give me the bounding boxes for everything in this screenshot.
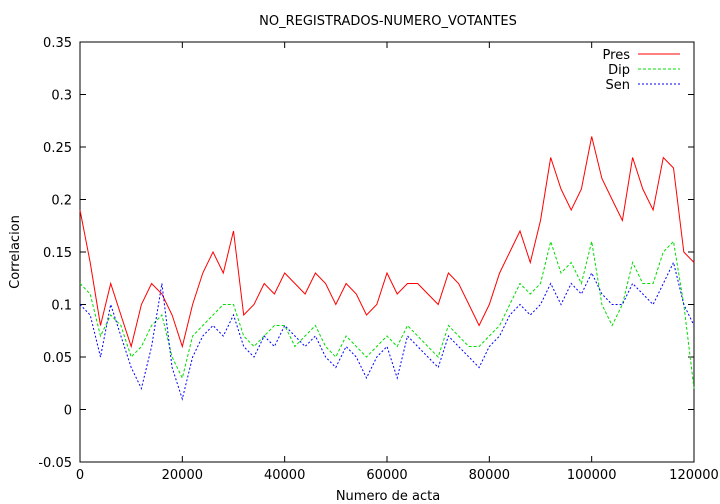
correlation-line-chart: NO_REGISTRADOS-NUMERO_VOTANTES 0 20000 400… [0, 0, 720, 504]
y-tick-label: 0.05 [43, 351, 72, 366]
y-tick-label: 0 [64, 404, 72, 419]
plot-frame [80, 42, 694, 462]
x-tick-label: 0 [76, 468, 84, 483]
chart-title: NO_REGISTRADOS-NUMERO_VOTANTES [259, 14, 517, 29]
y-axis-label: Correlacion [8, 215, 23, 289]
series-layer [80, 137, 694, 400]
series-line-sen [80, 263, 694, 400]
y-tick-label: 0.1 [51, 299, 72, 314]
x-tick-label: 20000 [162, 468, 203, 483]
x-axis-label: Numero de acta [336, 489, 440, 504]
y-tick-label: 0.2 [51, 194, 72, 209]
legend-label: Pres [603, 48, 631, 63]
y-tick-label: 0.15 [43, 246, 72, 261]
legend-label: Sen [606, 78, 631, 93]
x-tick-label: 120000 [669, 468, 719, 483]
x-tick-label: 60000 [366, 468, 407, 483]
x-tick-label: 80000 [469, 468, 510, 483]
y-tick-label: 0.25 [43, 141, 72, 156]
y-tick-label: -0.05 [38, 456, 72, 471]
y-tick-label: 0.3 [51, 89, 72, 104]
y-tick-label: 0.35 [43, 36, 72, 51]
axis-ticks: 0 20000 40000 60000 80000 100000 120000 -0.05 0 0… [38, 36, 718, 483]
x-tick-label: 40000 [264, 468, 305, 483]
x-tick-label: 100000 [567, 468, 617, 483]
legend-label: Dip [608, 63, 630, 78]
series-line-pres [80, 137, 694, 347]
